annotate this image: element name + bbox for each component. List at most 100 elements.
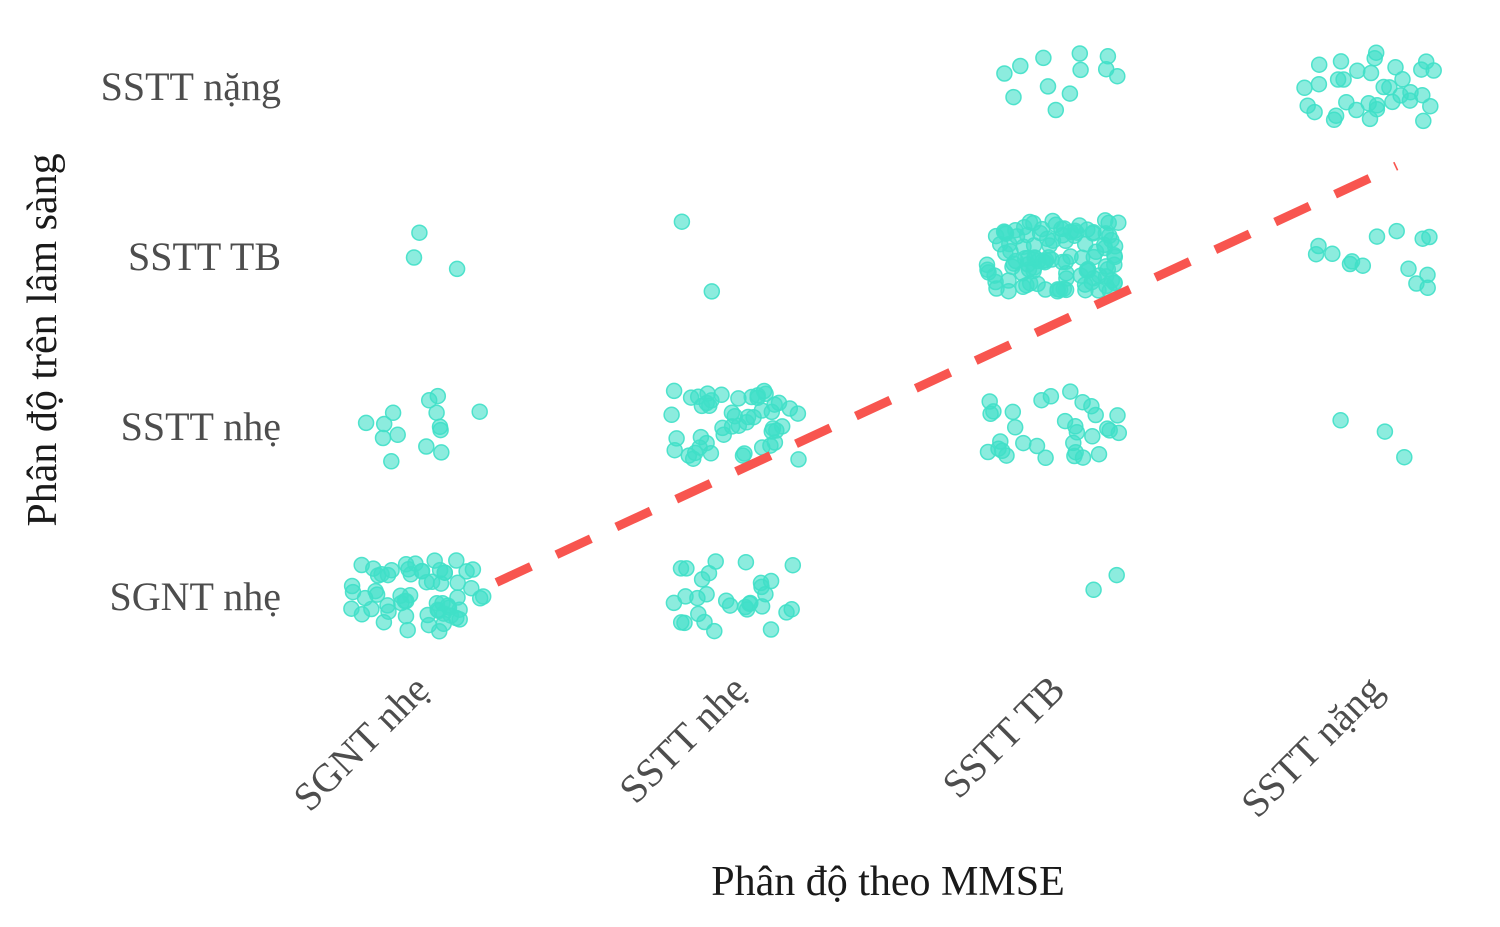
x-axis-title: Phân độ theo MMSE	[711, 859, 1065, 905]
scatter-point	[1066, 447, 1083, 465]
scatter-point	[436, 564, 454, 581]
scatter-point	[762, 437, 779, 454]
scatter-point	[343, 577, 361, 595]
scatter-point	[353, 556, 370, 574]
scatter-point	[1001, 235, 1018, 253]
scatter-point	[474, 588, 492, 605]
scatter-point	[448, 260, 466, 278]
scatter-point	[1015, 238, 1032, 256]
scatter-point	[1040, 249, 1057, 266]
scatter-point	[418, 438, 435, 455]
scatter-point	[1110, 214, 1127, 231]
scatter-point	[1366, 49, 1383, 67]
scatter-point	[700, 564, 718, 582]
scatter-point	[411, 224, 428, 241]
scatter-point	[753, 402, 771, 419]
scatter-point	[1310, 237, 1327, 255]
scatter-point	[665, 594, 683, 612]
scatter-point	[730, 417, 748, 434]
scatter-point	[1090, 445, 1108, 463]
scatter-point	[1005, 88, 1022, 106]
scatter-point	[1368, 228, 1386, 245]
scatter-point	[1394, 71, 1411, 88]
scatter-point	[666, 441, 683, 459]
scatter-point	[1325, 111, 1343, 129]
scatter-point	[1044, 212, 1061, 230]
scatter-point	[992, 433, 1009, 450]
scatter-point	[790, 451, 807, 468]
scatter-point	[397, 607, 415, 625]
scatter-point	[1332, 412, 1349, 429]
x-axis-ticks: SGNT nhẹ SSTT nhẹ SSTT TB SSTT nặng	[284, 667, 1391, 826]
scatter-point	[1072, 267, 1090, 284]
scatter-point	[1028, 437, 1046, 455]
scatter-point	[1362, 64, 1380, 82]
scatter-point	[665, 382, 683, 400]
scatter-point	[1006, 419, 1024, 436]
scatter-point	[672, 560, 690, 577]
scatter-point	[693, 397, 711, 415]
scatter-point	[723, 404, 741, 421]
x-tick-label: SGNT nhẹ	[284, 667, 437, 820]
scatter-point	[1085, 581, 1102, 599]
scatter-point	[1025, 262, 1042, 280]
scatter-point	[1057, 253, 1075, 271]
scatter-point	[1042, 388, 1060, 405]
scatter-point	[717, 592, 735, 609]
scatter-point	[432, 421, 449, 439]
scatter-point	[1106, 238, 1124, 255]
scatter-point	[1101, 422, 1118, 439]
scatter-point	[389, 426, 406, 444]
scatter-point	[996, 65, 1013, 82]
scatter-point	[1061, 85, 1079, 102]
trend-layer	[494, 161, 1399, 587]
scatter-point	[373, 565, 390, 583]
scatter-point	[742, 594, 759, 612]
scatter-point	[736, 445, 753, 462]
scatter-point	[1066, 227, 1083, 244]
scatter-point	[384, 404, 402, 422]
scatter-point	[383, 453, 400, 470]
scatter-point	[1413, 61, 1430, 78]
scatter-point	[985, 403, 1002, 420]
scatter-point	[1299, 97, 1316, 114]
scatter-point	[357, 414, 375, 432]
scatter-point	[1375, 78, 1392, 96]
scatter-point	[1387, 59, 1404, 76]
scatter-point	[399, 621, 416, 639]
scatter-point	[1414, 230, 1431, 247]
scatter-point	[1106, 274, 1123, 292]
scatter-point	[405, 249, 423, 266]
scatter-point	[753, 578, 770, 596]
scatter-point	[1012, 57, 1029, 75]
scatter-point	[1097, 258, 1115, 275]
x-tick-label: SSTT nhẹ	[610, 667, 755, 812]
scatter-point	[762, 621, 780, 638]
scatter-point	[1087, 406, 1104, 424]
y-tick-label: SSTT nhẹ	[121, 404, 281, 449]
scatter-point	[1415, 112, 1432, 130]
scatter-point	[1062, 383, 1079, 400]
scatter-point	[696, 613, 713, 631]
scatter-point	[778, 604, 795, 621]
scatter-point	[449, 589, 466, 606]
scatter-point	[1396, 448, 1413, 466]
scatter-point	[714, 419, 731, 437]
scatter-point	[673, 213, 691, 230]
scatter-point	[1343, 253, 1361, 270]
scatter-point	[979, 443, 997, 461]
scatter-point	[1000, 272, 1017, 289]
scatter-point	[1084, 428, 1101, 445]
scatter-point	[979, 261, 996, 278]
y-tick-label: SSTT nặng	[101, 64, 281, 109]
x-tick-label: SSTT TB	[933, 667, 1073, 807]
scatter-point	[1419, 266, 1436, 284]
scatter-point	[1384, 93, 1401, 111]
scatter-point	[698, 586, 715, 603]
y-axis-ticks: SGNT nhẹ SSTT nhẹ SSTT TB SSTT nặng	[101, 64, 281, 619]
scatter-point	[431, 623, 448, 640]
scatter-point	[737, 553, 755, 571]
scatter-point	[428, 404, 445, 421]
scatter-point	[1015, 434, 1032, 452]
